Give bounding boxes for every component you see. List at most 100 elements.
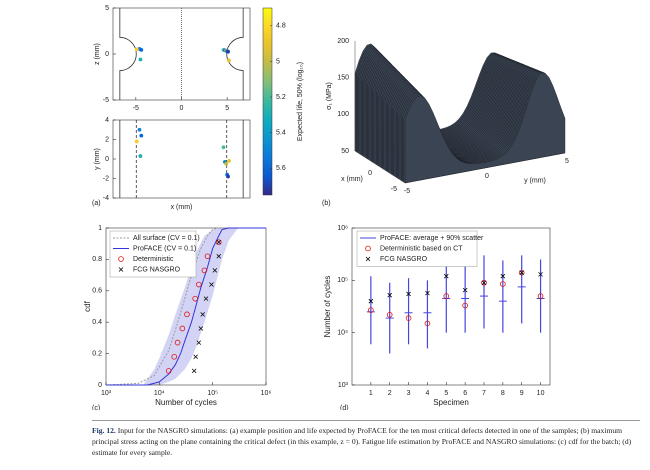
data-point: [368, 298, 374, 304]
z-tick-label: 100: [337, 111, 349, 118]
defect-point: [138, 57, 143, 62]
data-point: [425, 290, 430, 296]
x-tick-label: 10: [537, 390, 545, 397]
x-tick-label: 2: [388, 390, 392, 397]
y-axis-label: y (mm): [94, 148, 101, 170]
data-point: [203, 296, 209, 301]
x-tick-label: 9: [520, 390, 524, 397]
y-tick-label: 0: [105, 51, 109, 58]
data-point: [500, 273, 506, 279]
legend-label: FCG NASGRO: [133, 266, 181, 273]
defect-point: [134, 139, 139, 144]
data-point: [184, 311, 190, 318]
axes-box: [351, 227, 551, 386]
defect-point: [224, 161, 229, 166]
y-tick-label: -5: [103, 97, 109, 104]
defect-point: [138, 154, 143, 158]
defect-point: [227, 159, 231, 163]
y-tick-label: 0.2: [92, 350, 102, 357]
x-tick-label: 10⁵: [207, 390, 218, 397]
caption: Fig. 12. Input for the NASGRO simulation…: [92, 420, 640, 458]
data-point: [179, 325, 186, 332]
panel-label: (b): [322, 200, 331, 207]
colorbar-label: Expected life, 50% (log₁₀): [297, 62, 304, 141]
scatter-band: [143, 228, 239, 385]
legend-label: Deterministic based on CT: [380, 245, 463, 252]
y-tick-label: 5: [565, 158, 569, 165]
y-tick-label: 0.6: [92, 288, 102, 295]
y-tick-label: 5: [105, 5, 109, 12]
y-tick-label: 0.4: [92, 319, 102, 326]
y-axis-label: Number of cycles: [323, 276, 332, 338]
legend-label: Deterministic: [133, 256, 174, 263]
y-tick-label: 10⁶: [337, 225, 348, 232]
x-axis-label: x (mm): [171, 204, 193, 211]
y-tick-label: 2: [105, 136, 109, 143]
x-tick-label: 0: [368, 170, 372, 177]
colorbar-tick-label: 5.4: [276, 130, 286, 137]
y-tick-label: 0: [485, 173, 489, 180]
data-point: [405, 315, 412, 321]
colorbar-tick-label: 5: [276, 58, 280, 65]
defect-point: [134, 47, 139, 52]
axes-box: [112, 119, 251, 199]
data-point: [387, 292, 392, 298]
x-axis-label: Number of cycles: [155, 398, 217, 407]
data-point: [368, 307, 374, 313]
x-tick-label: -5: [391, 186, 397, 193]
y-tick-label: 0.8: [92, 256, 102, 263]
data-point: [171, 353, 178, 360]
data-point: [192, 295, 198, 302]
y-tick-label: -4: [103, 195, 109, 202]
y-tick-label: 1: [98, 225, 102, 232]
data-point: [481, 279, 487, 286]
data-point: [519, 270, 524, 275]
data-point: [444, 273, 449, 279]
x-tick-label: 7: [482, 390, 486, 397]
x-tick-label: 10⁶: [261, 390, 272, 397]
x-tick-label: 10³: [101, 390, 112, 397]
axes-box: [105, 227, 267, 386]
x-tick-label: -5: [133, 105, 139, 112]
x-axis-label: x (mm): [341, 176, 363, 183]
caption-label: Fig. 12.: [92, 426, 116, 435]
legend-symbol: [365, 256, 371, 262]
y-tick-label: 10⁵: [337, 277, 348, 284]
data-point: [196, 281, 202, 288]
plate-profile: [119, 8, 137, 100]
defect-point: [137, 127, 142, 132]
y-tick-label: 10³: [338, 382, 349, 389]
y-tick-label: 10⁴: [337, 330, 348, 337]
legend-label: All surface (CV = 0.1): [133, 235, 200, 242]
data-point: [198, 326, 204, 331]
x-tick-label: 4: [425, 390, 429, 397]
figure: -5 0 5 -5 0 5 z (mm) 4.8 5 5.2 5.4 5.6 Expected life…: [83, 5, 569, 410]
x-tick-label: 6: [463, 390, 467, 397]
data-point: [201, 267, 208, 274]
y-tick-label: 0: [105, 156, 109, 163]
defect-point: [139, 47, 144, 52]
data-point: [209, 282, 214, 287]
colorbar-tick-label: 5.2: [276, 94, 286, 101]
y-axis-label: cdf: [83, 300, 92, 311]
x-tick-label: 5: [444, 390, 448, 397]
data-point: [462, 302, 468, 309]
y-tick-label: -5: [404, 188, 410, 195]
data-point: [518, 269, 525, 276]
colorbar-tick-label: 5.6: [276, 165, 286, 172]
y-tick-label: 4: [105, 117, 109, 124]
data-point: [216, 239, 222, 245]
data-point: [500, 281, 506, 287]
colorbar-tick-label: 4.8: [276, 23, 286, 30]
y-tick-label: 0: [98, 382, 102, 389]
cdf-line: [106, 227, 266, 386]
data-point: [443, 293, 450, 299]
data-point: [200, 312, 205, 317]
x-tick-label: 8: [501, 390, 505, 397]
data-point: [406, 291, 411, 297]
x-tick-label: 1: [369, 390, 373, 397]
data-point: [174, 339, 181, 346]
data-point: [462, 287, 468, 293]
x-axis-label: Specimen: [433, 398, 469, 407]
